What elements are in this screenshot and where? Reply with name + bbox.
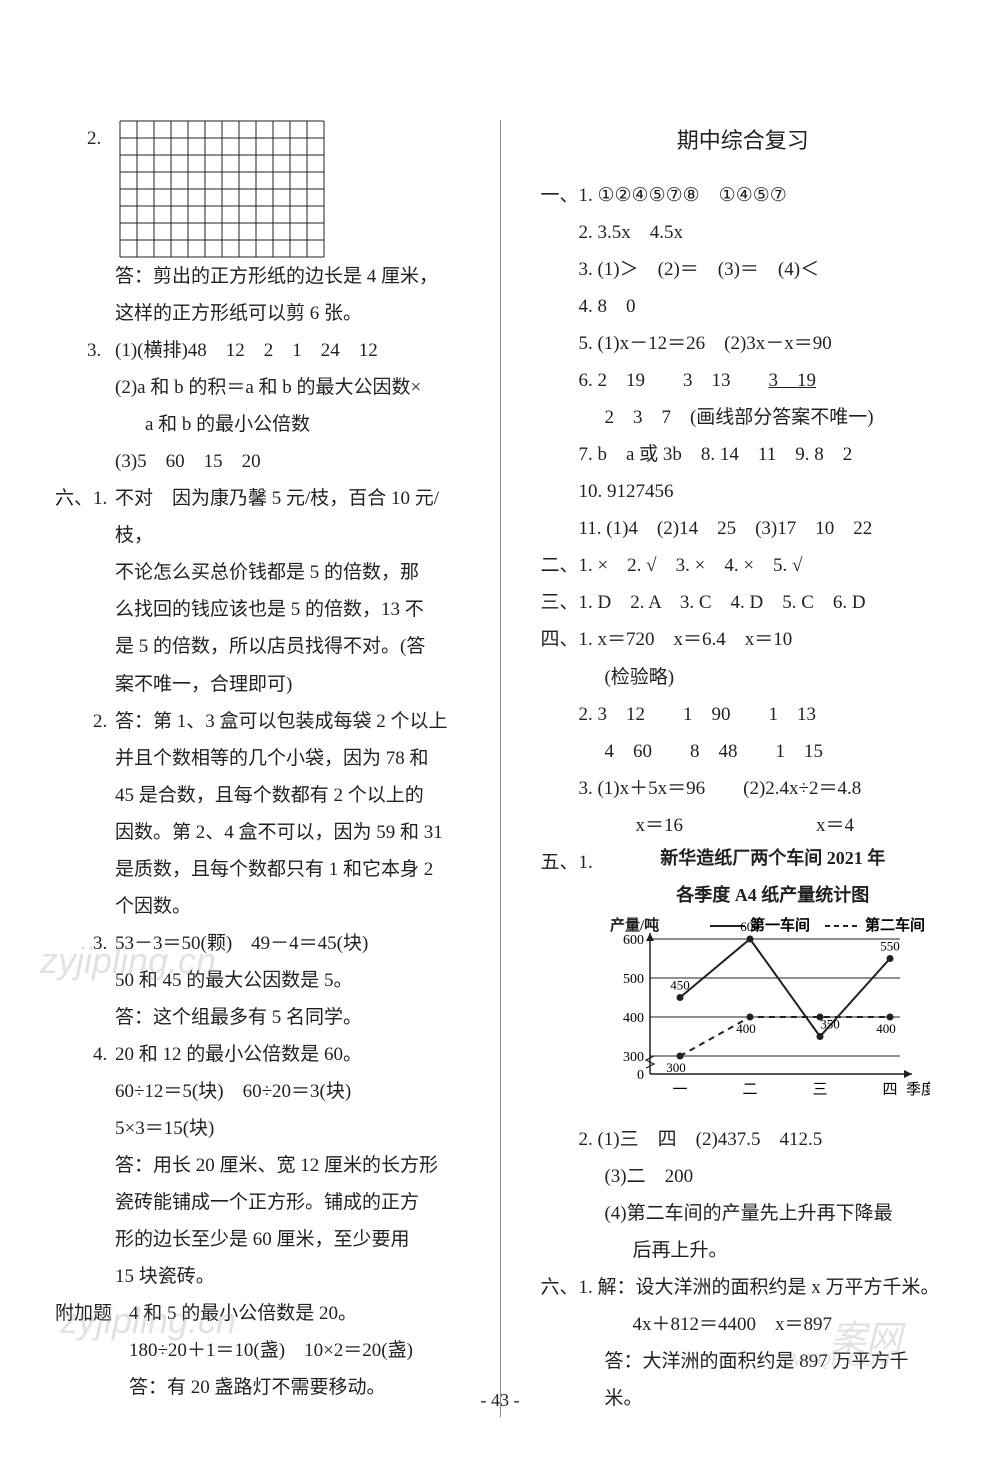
svg-text:300: 300 <box>623 1050 644 1065</box>
six-1-a: 不对 因为康乃馨 5 元/枝，百合 10 元/枝， <box>115 480 460 554</box>
six-4-f: 形的边长至少是 60 厘米，至少要用 <box>55 1221 460 1258</box>
one-6b: 2 3 7 (画线部分答案不唯一) <box>540 399 945 436</box>
item-3-1: (1)(横排)48 12 2 1 24 12 <box>115 332 460 369</box>
six-1-label: 1. <box>93 480 115 517</box>
item-3-2b: a 和 b 的最小公倍数 <box>55 406 460 443</box>
five-label: 五、 <box>540 844 578 881</box>
one-2: 2. 3.5x 4.5x <box>540 214 945 251</box>
svg-text:季度: 季度 <box>906 1081 930 1098</box>
grid-figure <box>119 120 325 258</box>
six-2-label: 2. <box>55 703 115 740</box>
one-3: 3. (1)＞ (2)＝ (3)＝ (4)＜ <box>540 251 945 288</box>
one-1: 1. ①②④⑤⑦⑧ ①④⑤⑦ <box>578 177 945 214</box>
five-2a: 2. (1)三 四 (2)437.5 412.5 <box>540 1121 945 1158</box>
one-7: 7. b a 或 3b 8. 14 11 9. 8 2 <box>540 436 945 473</box>
svg-text:400: 400 <box>737 1021 757 1036</box>
item-2-text-a: 答：剪出的正方形纸的边长是 4 厘米， <box>55 258 460 295</box>
one-10: 10. 9127456 <box>540 473 945 510</box>
six-3-c: 答：这个组最多有 5 名同学。 <box>55 999 460 1036</box>
svg-text:500: 500 <box>623 972 644 987</box>
six-4-d: 答：用长 20 厘米、宽 12 厘米的长方形 <box>55 1147 460 1184</box>
svg-text:第二车间: 第二车间 <box>865 916 925 934</box>
svg-text:400: 400 <box>877 1021 897 1036</box>
five-2d: 后再上升。 <box>540 1232 945 1269</box>
four-3a: 3. (1)x＋5x＝96 (2)2.4x÷2＝4.8 <box>540 770 945 807</box>
six-4-g: 15 块瓷砖。 <box>55 1258 460 1295</box>
two-body: 1. × 2. √ 3. × 4. × 5. √ <box>578 547 945 584</box>
six-3-label: 3. <box>55 925 115 962</box>
column-divider <box>500 120 501 1417</box>
six-1-e: 案不唯一，合理即可) <box>55 666 460 703</box>
one-4: 4. 8 0 <box>540 288 945 325</box>
item-2-text-b: 这样的正方形纸可以剪 6 张。 <box>55 295 460 332</box>
svg-text:400: 400 <box>623 1011 644 1026</box>
chart-title-1: 新华造纸厂两个车间 2021 年 <box>600 844 945 873</box>
svg-text:600: 600 <box>741 919 761 934</box>
four-label: 四、 <box>540 621 578 658</box>
svg-text:三: 三 <box>813 1082 828 1098</box>
six-3-a: 53－3＝50(颗) 49－4＝45(块) <box>115 925 460 962</box>
item-2-label: 2. <box>55 120 115 157</box>
six-2-f: 个因数。 <box>55 888 460 925</box>
section-six-label: 六、 <box>55 480 93 517</box>
six-4-b: 60÷12＝5(块) 60÷20＝3(块) <box>55 1073 460 1110</box>
six-2-c: 45 是合数，且每个数都有 2 个以上的 <box>55 777 460 814</box>
six-4-label: 4. <box>55 1036 115 1073</box>
svg-text:450: 450 <box>671 977 691 992</box>
six-2-d: 因数。第 2、4 盒不可以，因为 59 和 31 <box>55 814 460 851</box>
four-2b: 4 60 8 48 1 15 <box>540 733 945 770</box>
four-1a: 1. x＝720 x＝6.4 x＝10 <box>578 621 945 658</box>
six-r-1a: 1. 解：设大洋洲的面积约是 x 万平方千米。 <box>578 1269 945 1306</box>
one-5: 5. (1)x－12＝26 (2)3x－x＝90 <box>540 325 945 362</box>
extra-label: 附加题 <box>55 1295 129 1332</box>
six-3-b: 50 和 45 的最大公因数是 5。 <box>55 962 460 999</box>
svg-text:产量/吨: 产量/吨 <box>610 916 659 934</box>
svg-text:四: 四 <box>883 1082 898 1098</box>
svg-text:300: 300 <box>667 1060 687 1075</box>
six-r-label: 六、 <box>540 1269 578 1306</box>
six-4-a: 20 和 12 的最小公倍数是 60。 <box>115 1036 460 1073</box>
extra-b: 180÷20＋1＝10(盏) 10×2＝20(盏) <box>55 1332 460 1369</box>
right-column: 期中综合复习 一、 1. ①②④⑤⑦⑧ ①④⑤⑦ 2. 3.5x 4.5x 3.… <box>540 120 945 1417</box>
svg-text:一: 一 <box>673 1082 688 1098</box>
four-2a: 2. 3 12 1 90 1 13 <box>540 696 945 733</box>
two-label: 二、 <box>540 547 578 584</box>
one-6a: 6. 2 19 3 13 3 19 <box>540 362 945 399</box>
five-1-label: 1. <box>578 844 600 881</box>
three-body: 1. D 2. A 3. C 4. D 5. C 6. D <box>578 584 945 621</box>
six-4-c: 5×3＝15(块) <box>55 1110 460 1147</box>
svg-text:二: 二 <box>743 1082 758 1098</box>
one-label: 一、 <box>540 177 578 214</box>
section-title: 期中综合复习 <box>540 120 945 163</box>
svg-text:350: 350 <box>821 1016 841 1031</box>
one-11: 11. (1)4 (2)14 25 (3)17 10 22 <box>540 510 945 547</box>
page-number: - 43 - <box>0 1390 1000 1411</box>
line-chart: 产量/吨第一车间第二车间0300400500600一二三四季度450600350… <box>600 914 945 1117</box>
six-r-1b: 4x＋812＝4400 x＝897 <box>540 1306 945 1343</box>
item-3-label: 3. <box>55 332 115 369</box>
svg-text:0: 0 <box>637 1068 644 1083</box>
four-1b: (检验略) <box>540 659 945 696</box>
six-2-a: 答：第 1、3 盒可以包装成每袋 2 个以上 <box>115 703 460 740</box>
six-2-b: 并且个数相等的几个小袋，因为 78 和 <box>55 740 460 777</box>
svg-text:550: 550 <box>881 938 901 953</box>
five-2c: (4)第二车间的产量先上升再下降最 <box>540 1195 945 1232</box>
six-1-b: 不论怎么买总价钱都是 5 的倍数，那 <box>55 554 460 591</box>
three-label: 三、 <box>540 584 578 621</box>
six-1-c: 么找回的钱应该也是 5 的倍数，13 不 <box>55 591 460 628</box>
extra-a: 4 和 5 的最小公倍数是 20。 <box>129 1295 460 1332</box>
six-4-e: 瓷砖能铺成一个正方形。铺成的正方 <box>55 1184 460 1221</box>
six-2-e: 是质数，且每个数都只有 1 和它本身 2 <box>55 851 460 888</box>
svg-text:600: 600 <box>623 933 644 948</box>
item-3-2a: (2)a 和 b 的积＝a 和 b 的最大公因数× <box>55 369 460 406</box>
five-2b: (3)二 200 <box>540 1158 945 1195</box>
left-column: 2. 答：剪出的正方形纸的边长是 4 厘米， 这样的正方形纸可以剪 6 张。 3… <box>55 120 460 1417</box>
six-1-d: 是 5 的倍数，所以店员找得不对。(答 <box>55 628 460 665</box>
item-3-3: (3)5 60 15 20 <box>55 443 460 480</box>
chart-title-2: 各季度 A4 纸产量统计图 <box>540 881 945 910</box>
four-3b: x＝16 x＝4 <box>540 807 945 844</box>
